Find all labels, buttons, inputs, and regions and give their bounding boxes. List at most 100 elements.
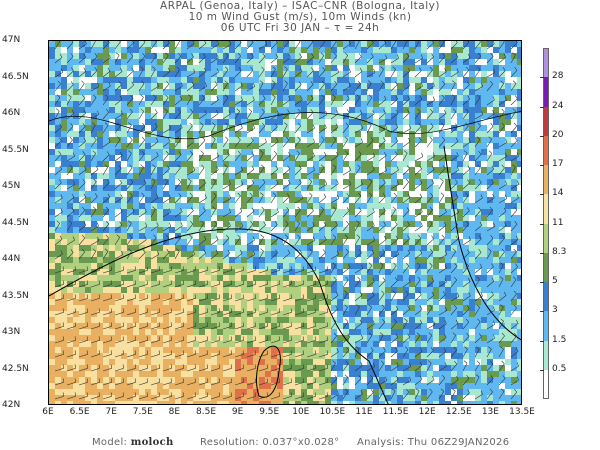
- gust-cell: [217, 197, 223, 203]
- gust-cell: [397, 251, 403, 257]
- gust-cell: [145, 203, 151, 209]
- gust-cell: [163, 71, 169, 77]
- gust-cell: [295, 215, 301, 221]
- gust-cell: [349, 257, 355, 263]
- border-line: [49, 111, 521, 140]
- gust-cell: [349, 329, 355, 335]
- gust-cell: [151, 293, 157, 299]
- gust-cell: [361, 251, 367, 257]
- gust-cell: [253, 185, 259, 191]
- gust-cell: [343, 281, 349, 287]
- gust-cell: [457, 143, 463, 149]
- gust-cell: [463, 287, 469, 293]
- gust-cell: [247, 233, 253, 239]
- wind-barb: [210, 57, 219, 64]
- gust-cell: [67, 263, 73, 269]
- gust-cell: [499, 293, 505, 299]
- gust-cell: [253, 359, 259, 365]
- gust-cell: [133, 113, 139, 119]
- gust-cell: [283, 89, 289, 95]
- gust-cell: [427, 77, 433, 83]
- gust-cell: [61, 305, 67, 311]
- gust-cell: [379, 317, 385, 323]
- gust-cell: [415, 317, 421, 323]
- gust-cell: [301, 41, 307, 47]
- gust-cell: [457, 305, 463, 311]
- gust-cell: [265, 179, 271, 185]
- gust-cell: [223, 41, 229, 47]
- gust-cell: [49, 137, 55, 143]
- gust-cell: [379, 401, 385, 404]
- gust-cell: [391, 287, 397, 293]
- gust-cell: [481, 53, 487, 59]
- gust-cell: [79, 389, 85, 395]
- gust-cell: [205, 95, 211, 101]
- gust-cell: [415, 77, 421, 83]
- gust-cell: [385, 53, 391, 59]
- gust-cell: [187, 125, 193, 131]
- gust-cell: [385, 59, 391, 65]
- gust-cell: [241, 371, 247, 377]
- gust-cell: [151, 53, 157, 59]
- gust-cell: [151, 77, 157, 83]
- gust-cell: [391, 89, 397, 95]
- gust-cell: [145, 395, 151, 401]
- gust-cell: [349, 293, 355, 299]
- gust-cell: [85, 131, 91, 137]
- gust-cell: [265, 335, 271, 341]
- gust-cell: [337, 107, 343, 113]
- gust-cell: [73, 137, 79, 143]
- gust-cell: [247, 323, 253, 329]
- gust-cell: [457, 167, 463, 173]
- gust-cell: [73, 71, 79, 77]
- gust-cell: [151, 335, 157, 341]
- gust-cell: [451, 245, 457, 251]
- gust-cell: [343, 365, 349, 371]
- gust-cell: [511, 143, 517, 149]
- wind-barb-flag: [107, 67, 111, 72]
- gust-cell: [439, 251, 445, 257]
- gust-cell: [85, 401, 91, 404]
- gust-cell: [259, 215, 265, 221]
- wind-barb: [54, 41, 61, 50]
- gust-cell: [433, 245, 439, 251]
- gust-cell: [199, 191, 205, 197]
- gust-cell: [271, 335, 277, 341]
- gust-cell: [349, 245, 355, 251]
- gust-cell: [133, 53, 139, 59]
- gust-cell: [397, 149, 403, 155]
- gust-cell: [331, 41, 337, 47]
- gust-cell: [457, 95, 463, 101]
- wind-barb-flag: [70, 53, 74, 57]
- gust-cell: [445, 269, 451, 275]
- gust-cell: [169, 209, 175, 215]
- gust-cell: [151, 197, 157, 203]
- title-line-3: 06 UTC Fri 30 JAN – τ = 24h: [220, 22, 380, 34]
- gust-cell: [253, 281, 259, 287]
- gust-cell: [325, 365, 331, 371]
- gust-cell: [301, 275, 307, 281]
- gust-cell: [373, 185, 379, 191]
- gust-cell: [181, 329, 187, 335]
- gust-cell: [295, 365, 301, 371]
- gust-cell: [487, 41, 493, 47]
- gust-cell: [121, 263, 127, 269]
- gust-cell: [505, 53, 511, 59]
- gust-cell: [355, 365, 361, 371]
- gust-cell: [343, 167, 349, 173]
- gust-cell: [175, 371, 181, 377]
- gust-cell: [79, 41, 85, 47]
- gust-cell: [259, 383, 265, 389]
- gust-cell: [481, 59, 487, 65]
- gust-cell: [235, 239, 241, 245]
- gust-cell: [301, 281, 307, 287]
- gust-cell: [283, 53, 289, 59]
- gust-cell: [283, 101, 289, 107]
- gust-cell: [355, 299, 361, 305]
- gust-cell: [421, 371, 427, 377]
- gust-cell: [349, 209, 355, 215]
- gust-cell: [337, 311, 343, 317]
- gust-cell: [253, 233, 259, 239]
- wind-barb: [246, 56, 254, 64]
- gust-cell: [223, 401, 229, 404]
